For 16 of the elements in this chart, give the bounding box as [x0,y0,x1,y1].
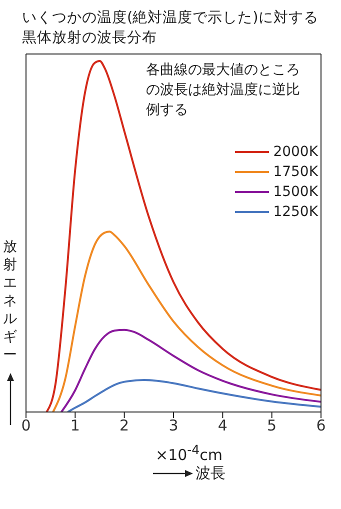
x-tick-label: 6 [316,416,326,435]
annotation: 各曲線の最大値のところの波長は絶対温度に逆比例する [146,62,300,118]
x-tick-label: 0 [21,416,31,435]
text: ×10$^{-4}$cm [156,442,222,464]
x-tick-label: 4 [218,416,228,435]
legend-label: 2000K [273,144,318,160]
legend-label: 1750K [273,164,318,180]
x-tick-label: 3 [168,416,178,435]
x-axis-title: 波長 [196,464,226,483]
legend-label: 1500K [273,184,318,200]
x-tick-label: 1 [70,416,80,435]
x-tick-label: 5 [267,416,277,435]
y-axis-title: 放射エネルギー [3,239,17,363]
x-tick-label: 2 [120,416,130,435]
legend-label: 1250K [273,204,318,220]
chart-title: いくつかの温度(絶対温度で示した)に対する黒体放射の波長分布 [22,10,318,46]
